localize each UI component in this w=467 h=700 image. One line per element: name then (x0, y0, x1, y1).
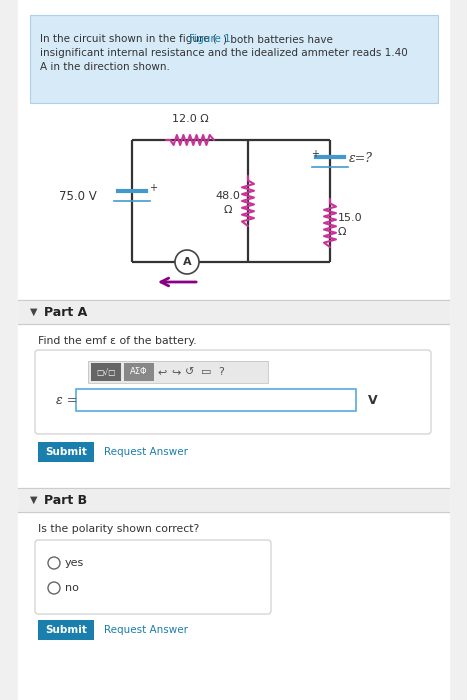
Bar (38, 442, 94, 462)
Text: ▼: ▼ (30, 495, 37, 505)
Text: Ω: Ω (338, 227, 347, 237)
Text: ▼: ▼ (30, 307, 37, 317)
FancyBboxPatch shape (35, 350, 431, 434)
Text: Request Answer: Request Answer (104, 447, 188, 457)
Text: yes: yes (65, 558, 84, 568)
Text: AΣΦ: AΣΦ (130, 368, 148, 377)
Text: Submit: Submit (45, 447, 87, 457)
Text: □√□: □√□ (96, 368, 116, 377)
Text: +: + (311, 149, 319, 159)
Text: ▭: ▭ (201, 367, 211, 377)
Bar (88, 361, 268, 383)
Text: 48.0: 48.0 (216, 191, 241, 201)
Text: Submit: Submit (45, 625, 87, 635)
Bar (18, 488, 449, 512)
Text: ?: ? (218, 367, 224, 377)
Bar (91, 363, 121, 381)
Bar (30, 15, 438, 103)
Bar (124, 363, 154, 381)
Bar (38, 620, 94, 640)
Text: A: A (183, 257, 191, 267)
Text: 15.0: 15.0 (338, 213, 362, 223)
Text: 75.0 V: 75.0 V (59, 190, 97, 202)
Text: Part B: Part B (44, 494, 87, 507)
FancyBboxPatch shape (35, 540, 271, 614)
Bar (18, 300, 449, 324)
Text: 12.0 Ω: 12.0 Ω (172, 114, 208, 124)
Text: no: no (65, 583, 79, 593)
Text: A in the direction shown.: A in the direction shown. (40, 62, 170, 72)
Text: ε=?: ε=? (349, 153, 373, 165)
Text: Part A: Part A (44, 305, 87, 318)
Text: Is the polarity shown correct?: Is the polarity shown correct? (38, 524, 199, 534)
Text: Figure 1: Figure 1 (190, 34, 231, 44)
Text: In the circuit shown in the figure (: In the circuit shown in the figure ( (40, 34, 217, 44)
Text: insignificant internal resistance and the idealized ammeter reads 1.40: insignificant internal resistance and th… (40, 48, 408, 58)
Text: ε =: ε = (56, 393, 77, 407)
Text: +: + (149, 183, 157, 193)
Bar (76, 389, 356, 411)
Text: ) both batteries have: ) both batteries have (223, 34, 333, 44)
Text: Find the emf ε of the battery.: Find the emf ε of the battery. (38, 336, 197, 346)
Text: ↩: ↩ (157, 367, 167, 377)
Text: ↪: ↪ (171, 367, 181, 377)
Text: ↺: ↺ (185, 367, 195, 377)
Bar (30, 15, 438, 103)
Bar (88, 361, 268, 383)
Text: Request Answer: Request Answer (104, 625, 188, 635)
Text: V: V (368, 393, 378, 407)
Text: Ω: Ω (224, 205, 232, 215)
Circle shape (175, 250, 199, 274)
